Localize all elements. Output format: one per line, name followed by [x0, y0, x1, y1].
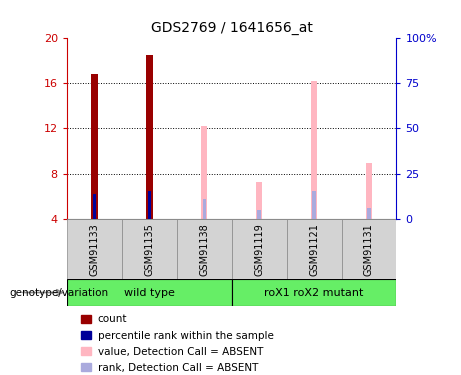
Text: GSM91133: GSM91133 [89, 223, 99, 276]
Bar [231, 219, 287, 279]
Bar [93, 194, 96, 219]
Bar [287, 219, 342, 279]
Bar [122, 219, 177, 279]
Text: wild type: wild type [124, 288, 175, 297]
Bar [256, 182, 262, 219]
Bar [313, 191, 316, 219]
Text: rank, Detection Call = ABSENT: rank, Detection Call = ABSENT [98, 363, 258, 373]
Bar [342, 219, 396, 279]
Text: value, Detection Call = ABSENT: value, Detection Call = ABSENT [98, 347, 263, 357]
Bar [91, 74, 98, 219]
Bar [177, 219, 231, 279]
Text: GSM91119: GSM91119 [254, 223, 264, 276]
Bar [201, 126, 207, 219]
Text: genotype/variation: genotype/variation [9, 288, 108, 298]
Bar [67, 219, 122, 279]
Bar [146, 54, 153, 219]
Bar [67, 279, 231, 306]
Text: GSM91138: GSM91138 [199, 223, 209, 276]
Text: percentile rank within the sample: percentile rank within the sample [98, 331, 274, 340]
Bar [231, 279, 396, 306]
Text: GSM91131: GSM91131 [364, 223, 374, 276]
Bar [311, 81, 317, 219]
Bar [148, 191, 151, 219]
Bar [367, 208, 371, 219]
Bar [202, 199, 206, 219]
Text: GSM91135: GSM91135 [144, 223, 154, 276]
Title: GDS2769 / 1641656_at: GDS2769 / 1641656_at [151, 21, 313, 35]
Text: roX1 roX2 mutant: roX1 roX2 mutant [264, 288, 364, 297]
Text: GSM91121: GSM91121 [309, 223, 319, 276]
Bar [258, 210, 261, 219]
Bar [366, 162, 372, 219]
Text: count: count [98, 315, 127, 324]
